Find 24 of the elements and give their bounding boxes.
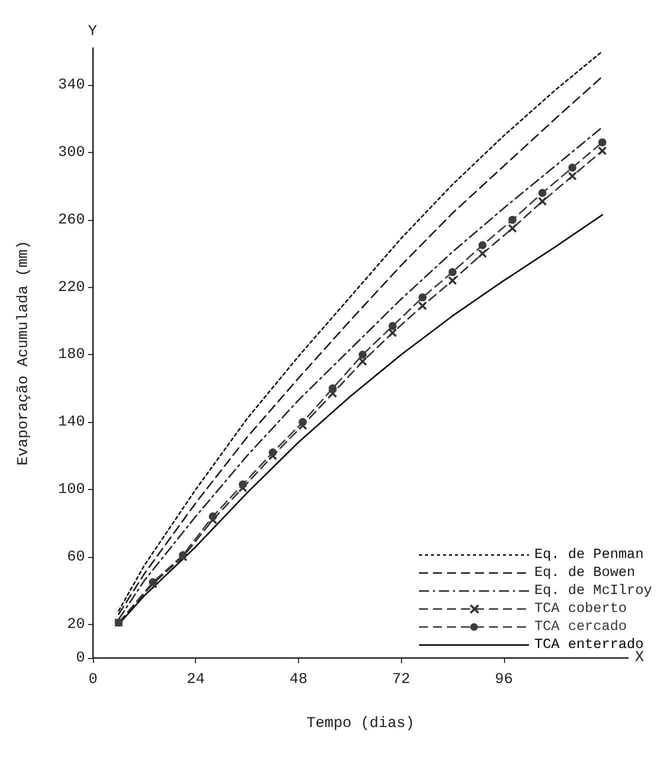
text: Y (88, 23, 98, 40)
text: TCA coberto (534, 601, 627, 617)
text: Eq. de McIlroy (534, 583, 652, 599)
y-tick-label: 100 (58, 480, 85, 498)
y-tick-label: 0 (76, 650, 85, 666)
y-tick-label: 60 (66, 548, 85, 566)
y-tick-label: 340 (58, 76, 85, 94)
text: X (635, 649, 644, 666)
x-tick-label: 0 (88, 671, 98, 688)
x-axis-title: Tempo (dias) (306, 715, 415, 732)
x-tick-label: 48 (289, 671, 308, 688)
text: Eq. de Bowen (534, 565, 636, 581)
y-tick-label: 220 (58, 278, 85, 296)
y-tick-label: 20 (66, 616, 85, 633)
text: TCA cercado (534, 619, 627, 635)
x-tick-label: 24 (186, 671, 205, 688)
y-tick-label: 300 (58, 144, 85, 161)
x-tick-label: 72 (392, 671, 410, 688)
y-tick-label: 260 (58, 211, 85, 228)
x-tick-label: 96 (494, 671, 513, 688)
text: Eq. de Penman (534, 547, 644, 563)
y-tick-label: 140 (58, 414, 85, 431)
y-tick-label: 180 (58, 346, 85, 364)
y-axis-title: Evaporação Acumulada (mm) (15, 240, 32, 466)
